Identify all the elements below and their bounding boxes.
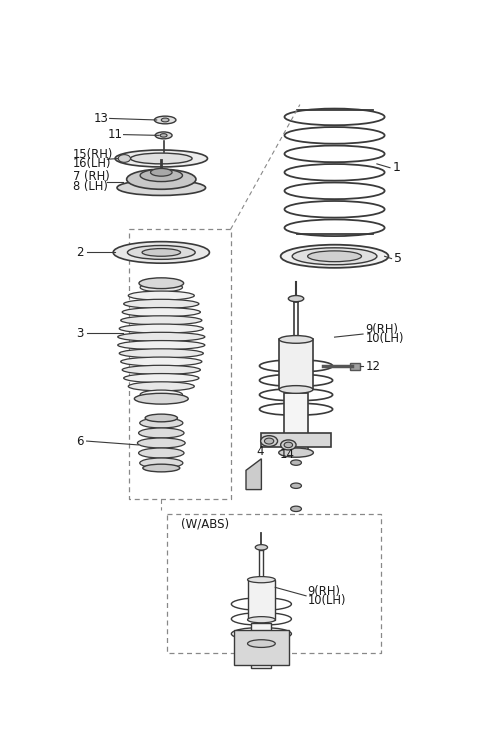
Text: 4: 4 <box>256 445 264 457</box>
Ellipse shape <box>161 118 169 122</box>
Ellipse shape <box>122 365 200 374</box>
Ellipse shape <box>119 349 204 358</box>
Ellipse shape <box>279 448 313 457</box>
Polygon shape <box>262 433 331 448</box>
Polygon shape <box>221 674 234 699</box>
Ellipse shape <box>257 709 265 714</box>
Ellipse shape <box>113 242 209 263</box>
Text: 11: 11 <box>108 128 123 141</box>
Text: 6: 6 <box>77 435 84 448</box>
Ellipse shape <box>155 132 172 139</box>
Text: 1: 1 <box>392 161 400 174</box>
Ellipse shape <box>115 150 207 167</box>
Ellipse shape <box>137 438 185 448</box>
Ellipse shape <box>134 393 188 404</box>
Ellipse shape <box>139 428 184 438</box>
Text: 10(LH): 10(LH) <box>308 594 346 607</box>
Text: 7 (RH): 7 (RH) <box>73 170 109 184</box>
Text: (W/ABS): (W/ABS) <box>180 518 228 531</box>
Bar <box>279 339 313 389</box>
Ellipse shape <box>140 390 182 399</box>
Ellipse shape <box>127 246 195 259</box>
Text: 12: 12 <box>365 360 380 373</box>
Ellipse shape <box>291 460 301 466</box>
Text: 10(LH): 10(LH) <box>365 332 404 345</box>
Ellipse shape <box>255 544 267 550</box>
Ellipse shape <box>160 134 167 137</box>
Ellipse shape <box>291 483 301 488</box>
Ellipse shape <box>261 435 277 447</box>
Ellipse shape <box>140 418 183 428</box>
Polygon shape <box>246 459 262 490</box>
Ellipse shape <box>281 440 296 450</box>
Bar <box>252 623 271 668</box>
Ellipse shape <box>257 692 265 697</box>
Ellipse shape <box>248 577 275 583</box>
Ellipse shape <box>121 357 202 366</box>
Text: 13: 13 <box>94 112 109 125</box>
Ellipse shape <box>140 169 182 181</box>
Text: 9(RH): 9(RH) <box>365 323 398 336</box>
Ellipse shape <box>119 324 204 333</box>
Ellipse shape <box>279 336 313 343</box>
Text: 2: 2 <box>77 246 84 259</box>
Polygon shape <box>234 630 289 665</box>
Ellipse shape <box>118 333 205 342</box>
Ellipse shape <box>128 291 194 300</box>
Ellipse shape <box>308 251 361 262</box>
Ellipse shape <box>151 169 172 176</box>
Ellipse shape <box>288 296 304 302</box>
Bar <box>284 393 308 451</box>
Ellipse shape <box>143 464 180 472</box>
Ellipse shape <box>140 283 182 292</box>
Ellipse shape <box>279 386 313 393</box>
Ellipse shape <box>140 458 183 468</box>
Ellipse shape <box>248 617 275 623</box>
Ellipse shape <box>139 448 184 458</box>
Text: 9(RH): 9(RH) <box>308 584 341 598</box>
Ellipse shape <box>145 414 178 422</box>
Ellipse shape <box>124 299 199 308</box>
Ellipse shape <box>128 382 194 391</box>
Ellipse shape <box>122 308 200 317</box>
Ellipse shape <box>117 180 205 196</box>
Ellipse shape <box>257 675 265 680</box>
Text: 15(RH): 15(RH) <box>73 148 113 161</box>
Ellipse shape <box>124 373 199 383</box>
Ellipse shape <box>127 169 196 189</box>
Text: 14: 14 <box>280 448 295 461</box>
Text: 16(LH): 16(LH) <box>73 157 111 170</box>
Ellipse shape <box>118 340 205 349</box>
Ellipse shape <box>292 248 377 265</box>
Ellipse shape <box>118 155 131 163</box>
Ellipse shape <box>121 316 202 325</box>
Bar <box>350 363 360 370</box>
Ellipse shape <box>264 438 274 444</box>
Ellipse shape <box>139 278 184 289</box>
Bar <box>248 580 275 620</box>
Text: 5: 5 <box>394 252 402 265</box>
Ellipse shape <box>142 249 180 256</box>
Ellipse shape <box>155 116 176 124</box>
Text: 8 (LH): 8 (LH) <box>73 180 108 193</box>
Ellipse shape <box>291 506 301 512</box>
Ellipse shape <box>131 153 192 164</box>
Ellipse shape <box>248 640 275 647</box>
Text: 3: 3 <box>77 327 84 339</box>
Ellipse shape <box>281 245 388 268</box>
Ellipse shape <box>284 442 293 448</box>
